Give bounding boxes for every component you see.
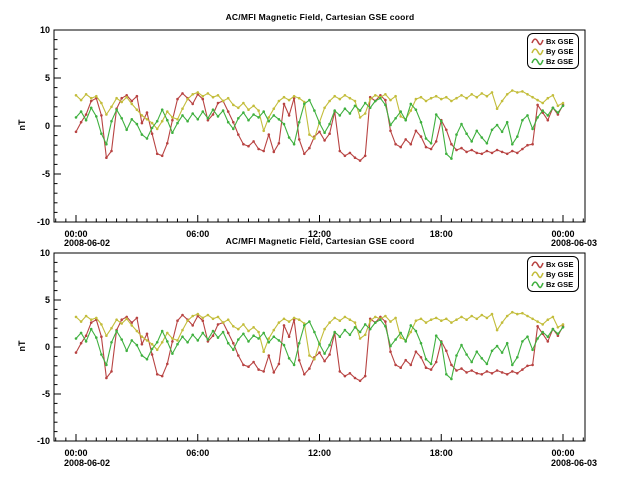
legend-label-by: By GSE bbox=[546, 46, 574, 56]
y-tick-label: 0 bbox=[45, 342, 50, 352]
panel2-end-date-label: 2008-06-03 bbox=[551, 458, 598, 468]
y-tick-label: 0 bbox=[45, 121, 50, 131]
legend-item-bz: Bz GSE bbox=[531, 279, 576, 289]
by-gse-markers-panel2 bbox=[74, 310, 565, 361]
panel2-legend: Bx GSE By GSE Bz GSE bbox=[527, 256, 579, 292]
bx-line-sample-icon bbox=[531, 37, 544, 45]
y-tick-label: -5 bbox=[42, 389, 50, 399]
x-tick-label: 06:00 bbox=[186, 229, 209, 239]
bz-gse-line-panel2 bbox=[75, 319, 564, 380]
x-tick-label: 06:00 bbox=[186, 448, 209, 458]
bx-gse-markers-panel1 bbox=[74, 92, 565, 162]
legend-item-bx: Bx GSE bbox=[531, 36, 576, 46]
panel1-end-date-label: 2008-06-03 bbox=[551, 238, 598, 248]
y-tick-label: 5 bbox=[45, 73, 50, 83]
panel1-plot-area: -10 -5 0 5 10 00:00 06:00 12:00 18:00 00:00 bbox=[37, 25, 586, 239]
legend-item-bz: Bz GSE bbox=[531, 56, 576, 66]
panel1-title: AC/MFI Magnetic Field, Cartesian GSE coo… bbox=[225, 12, 415, 22]
y-tick-label: -10 bbox=[37, 217, 50, 227]
bz-line-sample-icon bbox=[531, 57, 544, 65]
legend-item-by: By GSE bbox=[531, 269, 576, 279]
panel2-plot-area: -10 -5 0 5 10 00:00 06:00 12:00 18:00 00:00 bbox=[37, 248, 586, 458]
x-tick-label: 00:00 bbox=[64, 229, 87, 239]
bx-gse-markers-panel2 bbox=[74, 313, 565, 383]
x-tick-label: 00:00 bbox=[551, 229, 574, 239]
x-tick-label: 00:00 bbox=[551, 448, 574, 458]
y-tick-label: -5 bbox=[42, 169, 50, 179]
bx-line-sample-icon bbox=[531, 260, 544, 268]
bz-line-sample-icon bbox=[531, 280, 544, 288]
legend-label-bx: Bx GSE bbox=[546, 259, 574, 269]
x-tick-label: 18:00 bbox=[430, 229, 453, 239]
x-tick-label: 00:00 bbox=[64, 448, 87, 458]
panel1-legend: Bx GSE By GSE Bz GSE bbox=[527, 33, 579, 69]
legend-label-bx: Bx GSE bbox=[546, 36, 574, 46]
by-line-sample-icon bbox=[531, 270, 544, 278]
bz-gse-markers-panel2 bbox=[74, 318, 565, 381]
x-tick-label: 12:00 bbox=[308, 448, 331, 458]
by-line-sample-icon bbox=[531, 47, 544, 55]
panel1-start-date-label: 2008-06-02 bbox=[64, 238, 111, 248]
y-tick-label: 5 bbox=[45, 295, 50, 305]
legend-item-bx: Bx GSE bbox=[531, 259, 576, 269]
bx-gse-line-panel1 bbox=[75, 92, 564, 162]
y-tick-label: -10 bbox=[37, 436, 50, 446]
bz-gse-line-panel1 bbox=[75, 97, 564, 160]
bx-gse-line-panel2 bbox=[75, 314, 564, 382]
panel1-y-axis-title: nT bbox=[17, 119, 27, 131]
panel2-title: AC/MFI Magnetic Field, Cartesian GSE coo… bbox=[225, 236, 415, 246]
y-tick-label: 10 bbox=[40, 248, 50, 258]
legend-label-by: By GSE bbox=[546, 269, 574, 279]
bz-gse-markers-panel1 bbox=[74, 96, 565, 160]
legend-label-bz: Bz GSE bbox=[546, 279, 574, 289]
x-tick-label: 18:00 bbox=[430, 448, 453, 458]
legend-label-bz: Bz GSE bbox=[546, 56, 574, 66]
panel2-y-axis-title: nT bbox=[17, 340, 27, 352]
legend-item-by: By GSE bbox=[531, 46, 576, 56]
panel2-start-date-label: 2008-06-02 bbox=[64, 458, 111, 468]
by-gse-markers-panel1 bbox=[74, 89, 565, 140]
x-tick-label: 12:00 bbox=[308, 229, 331, 239]
y-tick-label: 10 bbox=[40, 25, 50, 35]
